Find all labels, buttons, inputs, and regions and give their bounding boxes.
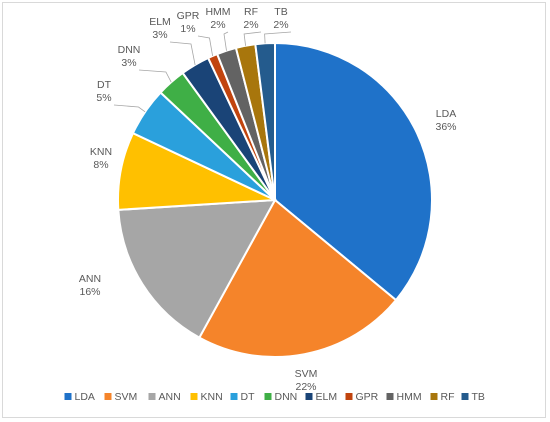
legend-label-ann: ANN xyxy=(159,391,181,403)
leader-lines xyxy=(113,31,292,113)
legend-swatch-hmm xyxy=(386,393,394,400)
legend-swatch-gpr xyxy=(345,393,353,400)
label-ann: ANN 16% xyxy=(79,273,101,298)
slice-ann xyxy=(117,198,277,339)
legend-label-rf: RF xyxy=(441,391,455,403)
legend-swatch-dnn xyxy=(264,393,272,400)
label-lda: LDA 36% xyxy=(435,108,456,133)
legend: LDA SVM ANN KNN DT DNN ELM GPR HMM RF TB xyxy=(64,391,485,403)
label-hmm: HMM 2% xyxy=(205,6,230,31)
slice-tb xyxy=(254,41,276,201)
label-dnn: DNN 3% xyxy=(118,44,141,69)
legend-label-svm: SVM xyxy=(115,391,138,403)
leader-rf xyxy=(243,31,262,46)
legend-swatch-lda xyxy=(64,393,72,400)
legend-label-dt: DT xyxy=(241,391,256,403)
legend-swatch-svm xyxy=(104,393,112,400)
legend-swatch-knn xyxy=(190,393,198,400)
slice-lda xyxy=(274,41,433,302)
leader-dnn xyxy=(138,69,172,83)
pie-slices xyxy=(117,41,433,358)
legend-swatch-dt xyxy=(230,393,238,400)
label-rf: RF 2% xyxy=(243,6,258,31)
label-tb: TB 2% xyxy=(273,6,288,31)
legend-swatch-elm xyxy=(305,393,313,400)
label-dt: DT 5% xyxy=(96,79,111,104)
legend-label-dnn: DNN xyxy=(275,391,298,403)
legend-label-knn: KNN xyxy=(201,391,223,403)
legend-label-tb: TB xyxy=(472,391,485,403)
leader-elm xyxy=(169,41,196,65)
legend-label-hmm: HMM xyxy=(397,391,422,403)
legend-swatch-rf xyxy=(430,393,438,400)
legend-label-lda: LDA xyxy=(75,391,95,403)
label-svm: SVM 22% xyxy=(295,368,318,393)
leader-gpr xyxy=(197,35,213,56)
leader-hmm xyxy=(223,31,229,51)
slice-svm xyxy=(198,198,398,358)
legend-label-gpr: GPR xyxy=(356,391,379,403)
label-knn: KNN 8% xyxy=(90,146,112,171)
label-gpr: GPR 1% xyxy=(177,10,200,35)
slice-labels: LDA 36% SVM 22% ANN 16% KNN 8% DT 5% DNN 3% ELM 3% GPR… xyxy=(79,6,457,393)
leader-tb xyxy=(264,31,292,44)
legend-label-elm: ELM xyxy=(316,391,338,403)
label-elm: ELM 3% xyxy=(149,16,171,41)
legend-swatch-ann xyxy=(148,393,156,400)
legend-swatch-tb xyxy=(461,393,469,400)
leader-dt xyxy=(113,104,146,113)
